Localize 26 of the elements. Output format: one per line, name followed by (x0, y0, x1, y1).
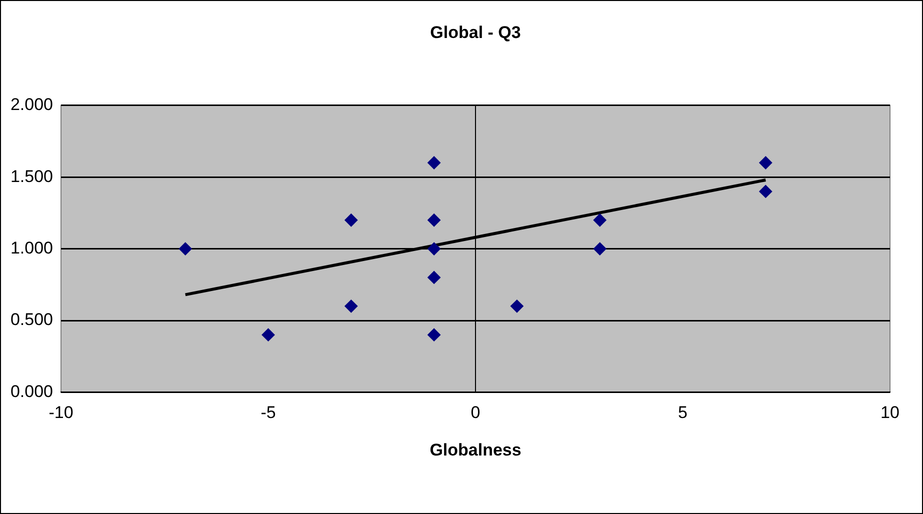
point (178, 242, 192, 256)
x-tick-label: -10 (48, 403, 74, 422)
x-tick-label: 10 (880, 403, 900, 422)
y-tick-label: 2.000 (10, 95, 53, 114)
point (428, 270, 441, 284)
y-tick-label: 0.000 (10, 382, 53, 401)
x-tick-label: -5 (260, 403, 276, 422)
x-tick-label: 5 (678, 403, 688, 422)
point (262, 328, 275, 342)
point (344, 214, 358, 227)
y-tick-label: 1.000 (10, 238, 53, 258)
point (759, 156, 772, 170)
y-tick-label: 1.500 (10, 166, 53, 186)
point (428, 214, 441, 227)
y-tick-label: 0.500 (10, 310, 53, 330)
point (428, 328, 441, 342)
point (428, 242, 441, 256)
point (344, 300, 358, 313)
point (510, 300, 524, 313)
x-tick-label: 0 (470, 403, 480, 422)
x-axis-title: Globalness (430, 440, 522, 460)
point (428, 156, 441, 170)
point (759, 184, 772, 198)
chart-title: Global - Q3 (430, 22, 521, 42)
point (593, 242, 606, 256)
point (593, 214, 606, 227)
